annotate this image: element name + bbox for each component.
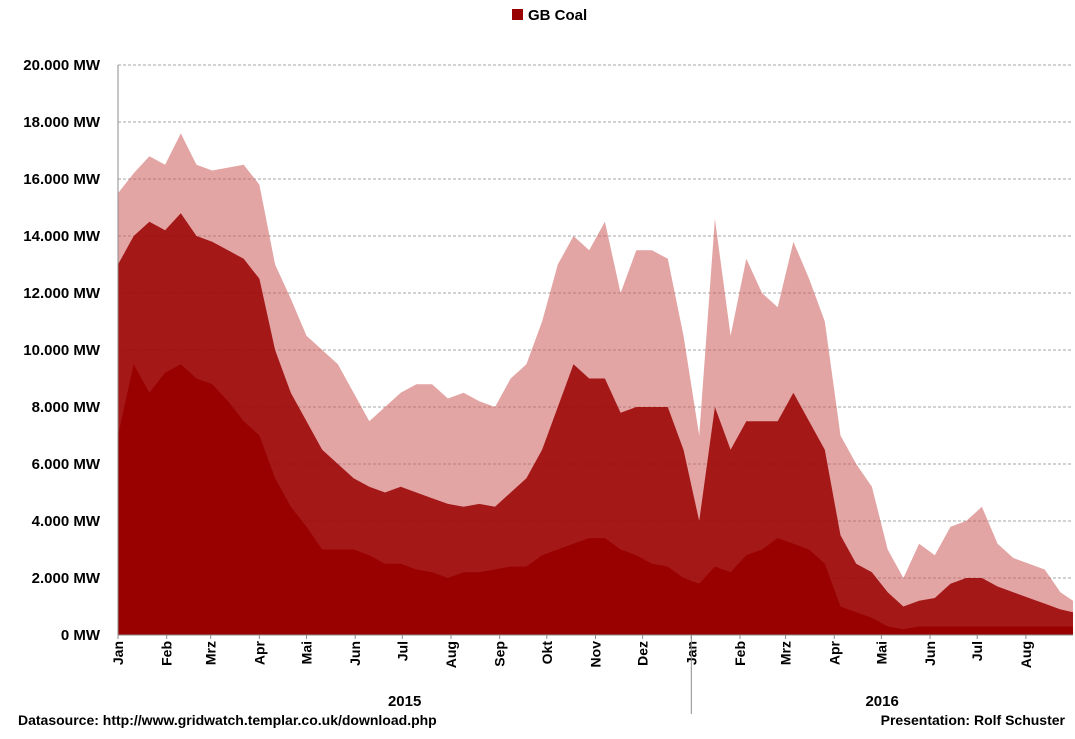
series-typical-area (118, 213, 1073, 635)
y-tick-label: 10.000 MW (23, 342, 101, 359)
x-tick-label: Jun (922, 641, 938, 666)
x-tick-label: Dez (635, 641, 651, 666)
datasource-footer: Datasource: http://www.gridwatch.templar… (18, 712, 437, 728)
y-tick-label: 14.000 MW (23, 228, 101, 245)
x-axis-year-labels: 2015 2016 (388, 635, 899, 714)
x-tick-label: Jul (394, 641, 410, 661)
y-tick-label: 16.000 MW (23, 171, 101, 188)
y-axis-ticks: 0 MW 2.000 MW 4.000 MW 6.000 MW 8.000 MW 10.0… (23, 57, 101, 644)
presentation-credit: Presentation: Rolf Schuster (880, 712, 1065, 728)
x-tick-label: Apr (826, 640, 842, 665)
series-gb-coal (118, 133, 1073, 635)
year-label: 2015 (388, 693, 421, 710)
y-tick-label: 8.000 MW (32, 399, 101, 416)
legend-label: GB Coal (528, 7, 587, 24)
y-tick-label: 20.000 MW (23, 57, 101, 74)
y-tick-label: 0 MW (61, 627, 101, 644)
y-tick-label: 2.000 MW (32, 570, 101, 587)
x-tick-label: Feb (732, 641, 748, 666)
series-min-floor (118, 364, 1073, 635)
x-axis-month-ticks: Jan Feb Mrz Apr Mai Jun Jul Aug Sep Okt Nov Dez Jan F… (110, 635, 1034, 668)
x-tick-label: Mai (298, 641, 314, 664)
legend: GB Coal (512, 7, 587, 24)
x-tick-label: Nov (588, 641, 604, 668)
x-tick-label: Apr (251, 640, 267, 665)
x-tick-label: Aug (443, 641, 459, 668)
y-tick-label: 6.000 MW (32, 456, 101, 473)
x-tick-label: Okt (539, 641, 555, 665)
x-tick-label: Sep (492, 641, 508, 667)
x-tick-label: Jun (347, 641, 363, 666)
x-tick-label: Mrz (778, 641, 794, 665)
year-label: 2016 (865, 693, 898, 710)
x-tick-label: Mrz (203, 641, 219, 665)
x-tick-label: Jul (969, 641, 985, 661)
y-tick-label: 4.000 MW (32, 513, 101, 530)
x-tick-label: Jan (110, 641, 126, 665)
y-tick-label: 18.000 MW (23, 114, 101, 131)
x-tick-label: Feb (159, 641, 175, 666)
x-tick-label: Mai (873, 641, 889, 664)
x-tick-label: Aug (1018, 641, 1034, 668)
legend-swatch (512, 9, 523, 20)
y-tick-label: 12.000 MW (23, 285, 101, 302)
